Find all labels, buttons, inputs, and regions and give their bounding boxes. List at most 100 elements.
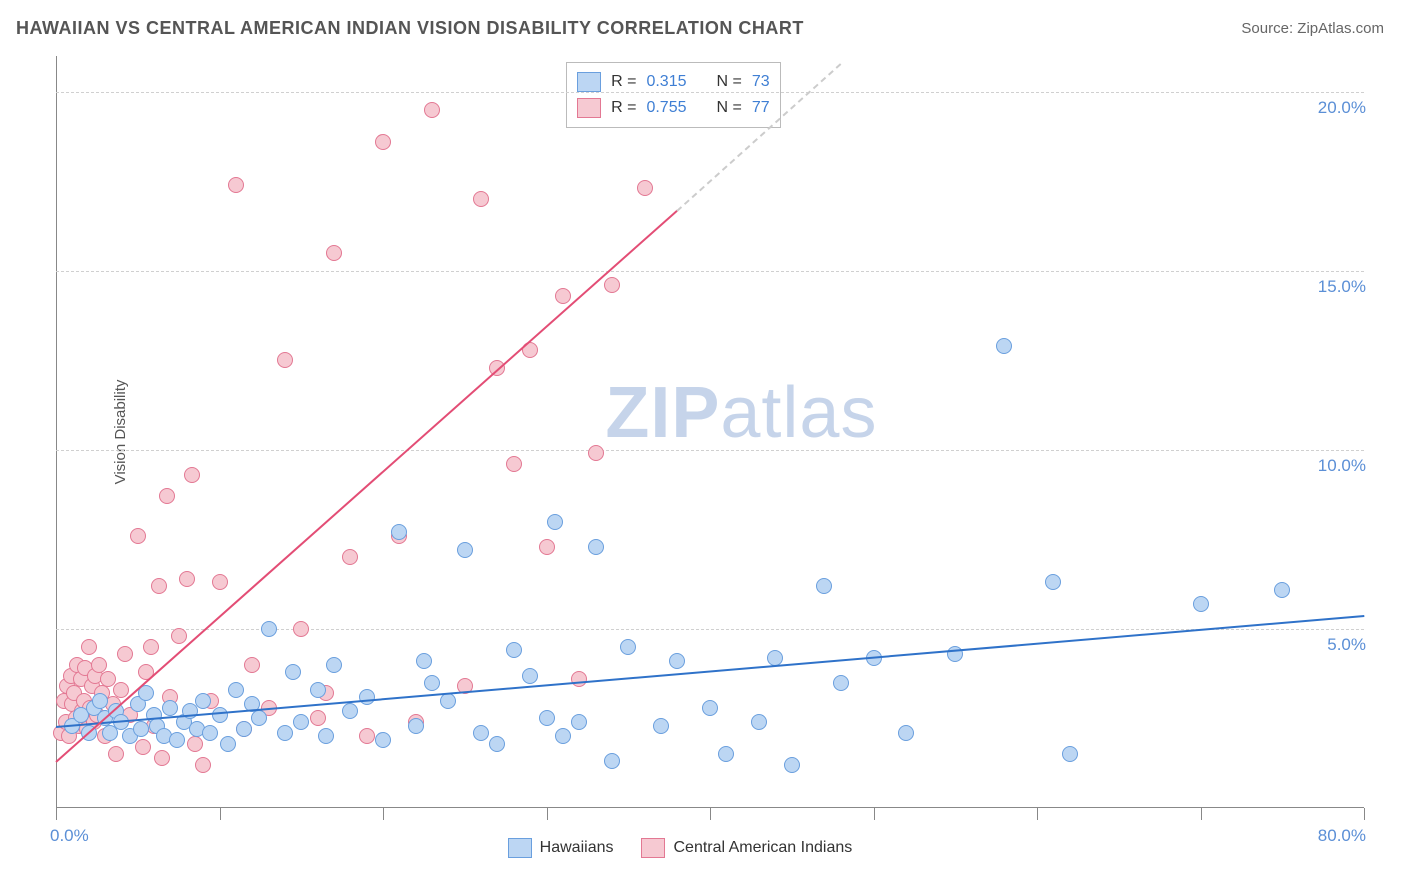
data-point-hawaiians [277,725,293,741]
x-tick [547,808,548,820]
data-point-central_american_indians [187,736,203,752]
data-point-central_american_indians [588,445,604,461]
data-point-hawaiians [718,746,734,762]
data-point-hawaiians [310,682,326,698]
data-point-central_american_indians [151,578,167,594]
data-point-hawaiians [833,675,849,691]
data-point-central_american_indians [228,177,244,193]
data-point-hawaiians [1193,596,1209,612]
data-point-hawaiians [898,725,914,741]
data-point-central_american_indians [604,277,620,293]
data-point-central_american_indians [171,628,187,644]
data-point-central_american_indians [108,746,124,762]
y-tick-label: 5.0% [1327,635,1366,655]
data-point-central_american_indians [244,657,260,673]
legend-swatch [577,98,601,118]
data-point-central_american_indians [179,571,195,587]
series-legend-item-central_american_indians: Central American Indians [641,838,852,858]
y-tick-label: 20.0% [1318,98,1366,118]
data-point-hawaiians [702,700,718,716]
x-tick [1364,808,1365,820]
x-tick [1201,808,1202,820]
data-point-hawaiians [220,736,236,752]
data-point-central_american_indians [81,639,97,655]
gridline-h [56,92,1364,93]
data-point-hawaiians [1045,574,1061,590]
x-tick [220,808,221,820]
data-point-central_american_indians [91,657,107,673]
data-point-hawaiians [251,710,267,726]
data-point-central_american_indians [359,728,375,744]
watermark: ZIPatlas [605,372,877,454]
data-point-hawaiians [457,542,473,558]
legend-r-label: R = [611,95,636,121]
series-legend-item-hawaiians: Hawaiians [508,838,614,858]
source-name: ZipAtlas.com [1297,20,1384,37]
series-legend: Hawaiians Central American Indians [508,838,853,858]
data-point-hawaiians [620,639,636,655]
data-point-hawaiians [555,728,571,744]
data-point-central_american_indians [154,750,170,766]
x-tick [1037,808,1038,820]
data-point-central_american_indians [293,621,309,637]
legend-swatch [508,838,532,858]
data-point-hawaiians [342,703,358,719]
data-point-hawaiians [162,700,178,716]
data-point-central_american_indians [135,739,151,755]
data-point-hawaiians [169,732,185,748]
data-point-central_american_indians [506,456,522,472]
legend-n-label: N = [717,95,742,121]
data-point-hawaiians [604,753,620,769]
x-tick [56,808,57,820]
x-tick [383,808,384,820]
gridline-h [56,629,1364,630]
y-tick-label: 15.0% [1318,277,1366,297]
data-point-hawaiians [318,728,334,744]
data-point-hawaiians [228,682,244,698]
data-point-hawaiians [326,657,342,673]
x-tick-label: 0.0% [50,826,89,846]
data-point-hawaiians [767,650,783,666]
data-point-central_american_indians [375,134,391,150]
data-point-central_american_indians [184,467,200,483]
source-credit: Source: ZipAtlas.com [1241,20,1384,37]
data-point-hawaiians [293,714,309,730]
data-point-hawaiians [359,689,375,705]
data-point-central_american_indians [212,574,228,590]
data-point-central_american_indians [326,245,342,261]
data-point-hawaiians [236,721,252,737]
y-tick-label: 10.0% [1318,456,1366,476]
data-point-hawaiians [547,514,563,530]
gridline-h [56,450,1364,451]
data-point-central_american_indians [130,528,146,544]
chart-title: HAWAIIAN VS CENTRAL AMERICAN INDIAN VISI… [16,18,804,39]
correlation-legend: R =0.315N =73R =0.755N =77 [566,62,781,128]
data-point-central_american_indians [113,682,129,698]
legend-n-value: 77 [752,95,770,121]
x-tick [874,808,875,820]
legend-r-value: 0.755 [646,95,686,121]
data-point-hawaiians [261,621,277,637]
data-point-central_american_indians [555,288,571,304]
data-point-hawaiians [416,653,432,669]
legend-swatch [641,838,665,858]
scatter-plot: Vision Disability ZIPatlas R =0.315N =73… [56,56,1364,808]
x-tick-label: 80.0% [1318,826,1366,846]
data-point-central_american_indians [571,671,587,687]
data-point-hawaiians [1274,582,1290,598]
watermark-rest: atlas [720,373,877,453]
data-point-hawaiians [669,653,685,669]
series-legend-label: Hawaiians [540,839,614,857]
data-point-hawaiians [473,725,489,741]
data-point-hawaiians [588,539,604,555]
x-tick [710,808,711,820]
legend-swatch [577,72,601,92]
data-point-hawaiians [285,664,301,680]
data-point-hawaiians [489,736,505,752]
data-point-hawaiians [212,707,228,723]
data-point-hawaiians [522,668,538,684]
data-point-central_american_indians [277,352,293,368]
data-point-central_american_indians [342,549,358,565]
data-point-central_american_indians [143,639,159,655]
data-point-central_american_indians [310,710,326,726]
